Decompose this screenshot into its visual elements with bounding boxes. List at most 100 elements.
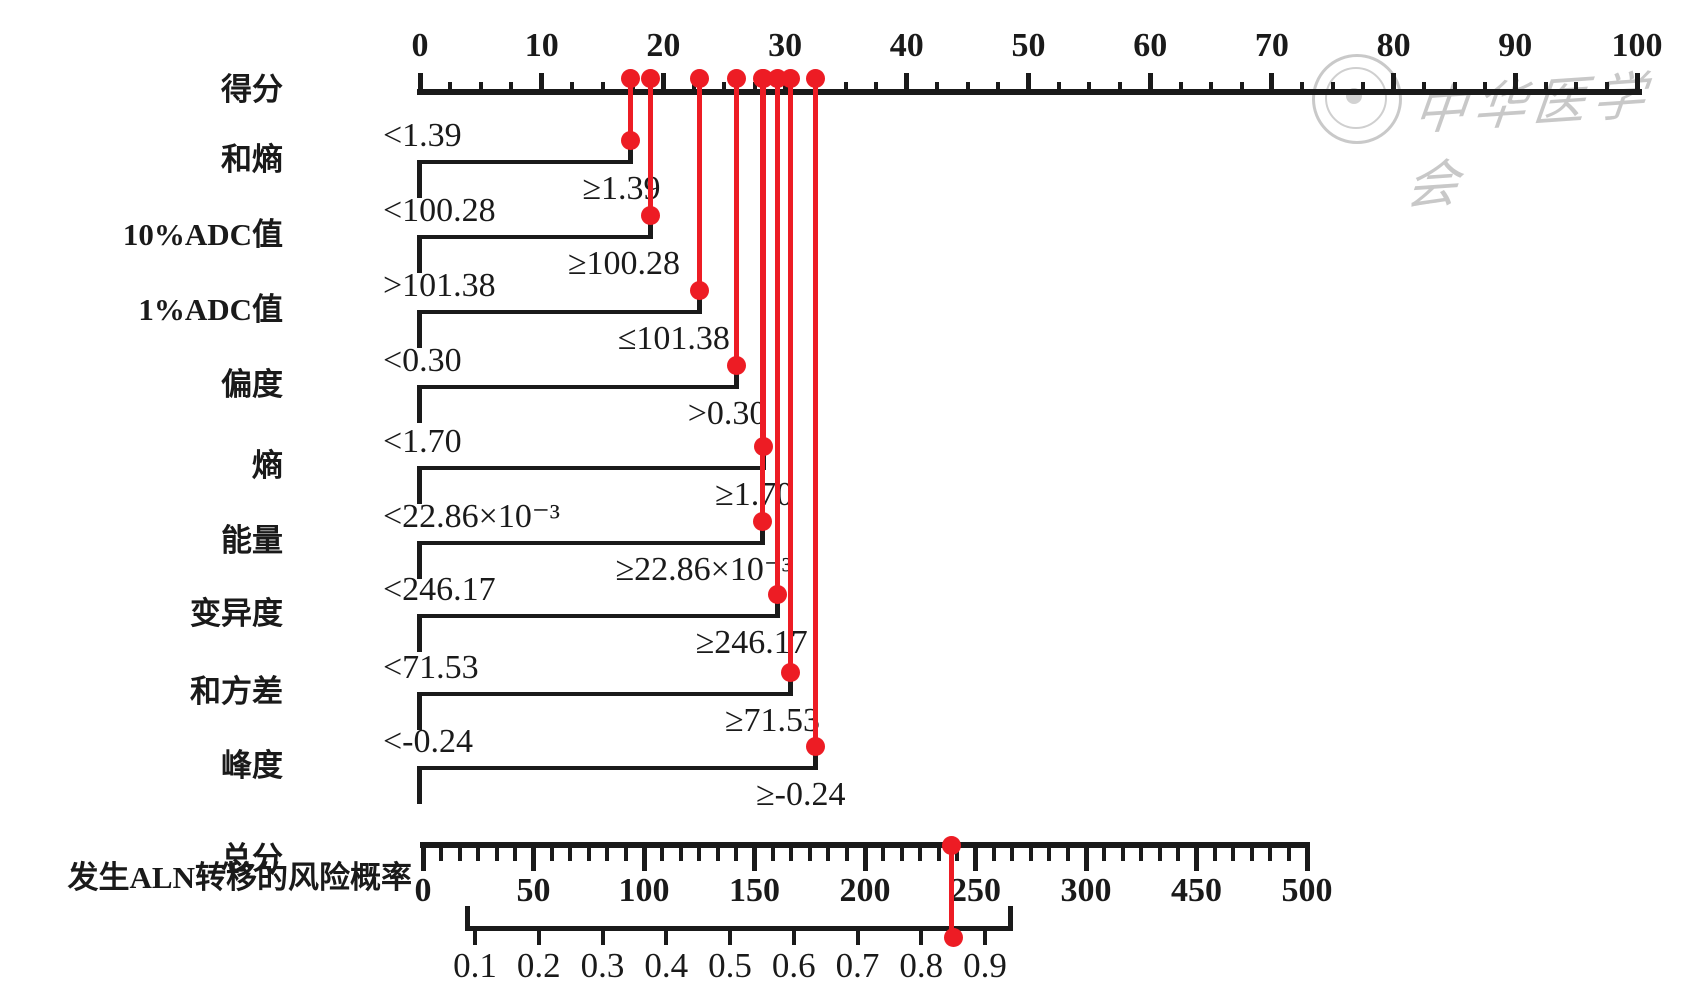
score-axis-minor-tick (1239, 82, 1244, 95)
total-axis-minor-tick (1249, 845, 1254, 861)
score-axis-major-tick (1026, 73, 1031, 95)
score-axis-major-tick (417, 73, 423, 95)
score-axis-minor-tick (600, 82, 605, 95)
score-axis-major-tick (1391, 73, 1397, 95)
score-axis-major-tick (1269, 73, 1275, 95)
probability-axis-left-end-tick (465, 906, 470, 928)
total-axis-minor-tick (807, 845, 812, 861)
total-axis-tick-label: 100 (618, 872, 670, 909)
probability-axis-tick (664, 928, 669, 945)
var-6-marker-dot-row (768, 584, 788, 604)
total-axis-minor-tick (1139, 845, 1144, 861)
total-axis-tick-label: 500 (1281, 872, 1333, 909)
score-axis-minor-tick (1482, 82, 1487, 95)
total-axis-minor-tick (936, 845, 941, 861)
total-axis-major-tick (531, 845, 536, 871)
var-2-left-tick (417, 310, 422, 348)
total-axis-minor-tick (568, 845, 573, 861)
var-7-left-tick (417, 692, 422, 730)
total-axis-minor-tick (789, 845, 794, 861)
score-axis-minor-tick (844, 82, 848, 95)
var-2-marker-dot-top (690, 68, 710, 88)
probability-axis-tick (536, 928, 541, 945)
var-0-right-tick (628, 140, 633, 164)
total-axis-minor-tick (1047, 845, 1052, 861)
var-7-right-tick (787, 672, 793, 696)
score-axis-minor-tick (1422, 82, 1426, 95)
var-4-axis-line (417, 466, 766, 470)
var-8-marker-stem (813, 78, 818, 746)
total-axis-minor-tick (881, 845, 886, 861)
score-axis-minor-tick (478, 82, 483, 95)
var-0-name: 和熵 (221, 142, 283, 177)
score-axis-tick-label: 80 (1376, 27, 1411, 64)
var-3-threshold-left: <0.30 (383, 342, 462, 379)
probability-axis-tick (919, 928, 924, 945)
var-0-marker-stem (628, 78, 633, 140)
probability-axis-tick-label: 0.5 (708, 946, 752, 985)
var-3-axis-line (417, 385, 739, 389)
total-axis-minor-tick (660, 845, 665, 861)
var-5-left-tick (417, 541, 422, 579)
var-8-threshold-left: <-0.24 (383, 723, 473, 760)
var-2-right-tick (697, 290, 703, 314)
probability-axis-tick-label: 0.3 (580, 946, 625, 985)
score-axis-minor-tick (965, 82, 970, 95)
var-2-marker-dot-row (690, 280, 710, 300)
score-axis-minor-tick (1452, 82, 1457, 95)
var-2-threshold-left: >101.38 (383, 267, 496, 304)
probability-axis-tick-label: 0.9 (963, 946, 1007, 985)
score-axis-major-tick (1147, 73, 1153, 95)
var-1-left-tick (417, 235, 422, 273)
var-4-left-tick (417, 466, 422, 504)
var-3-marker-dot-row (726, 355, 746, 375)
score-axis-minor-tick (1056, 82, 1061, 95)
var-0-threshold-right: ≥1.39 (582, 170, 661, 207)
probability-axis-tick-label: 0.2 (516, 946, 561, 985)
total-axis-minor-tick (1157, 845, 1162, 861)
probability-axis-tick (855, 928, 860, 945)
var-6-right-tick (775, 594, 781, 618)
score-axis-minor-tick (509, 82, 514, 95)
var-4-threshold-left: <1.70 (383, 423, 462, 460)
probability-axis-line (465, 925, 1013, 931)
var-1-threshold-right: ≥100.28 (567, 245, 680, 282)
score-axis-minor-tick (570, 82, 575, 95)
total-axis-minor-tick (494, 845, 499, 861)
score-axis-major-tick (1634, 73, 1640, 95)
probability-axis-tick (473, 928, 477, 945)
total-axis-minor-tick (457, 845, 462, 861)
var-7-axis-line (417, 692, 792, 696)
var-4-name: 熵 (252, 448, 283, 483)
var-6-name: 变异度 (190, 596, 283, 631)
total-axis-minor-tick (1268, 845, 1273, 861)
total-axis-major-tick (1304, 845, 1310, 871)
total-axis-minor-tick (586, 845, 591, 861)
score-axis-minor-tick (935, 82, 940, 95)
total-axis-tick-label: 150 (729, 872, 780, 909)
score-axis-tick-label: 90 (1498, 27, 1533, 64)
probability-axis-tick (983, 928, 987, 945)
var-8-threshold-right: ≥-0.24 (756, 776, 846, 813)
total-axis-title: 总分 (221, 841, 283, 876)
total-axis-tick-label: 300 (1060, 872, 1112, 909)
var-7-threshold-left: <71.53 (383, 649, 479, 686)
total-axis-minor-tick (826, 845, 831, 861)
total-axis-minor-tick (844, 845, 849, 861)
var-2-marker-stem (697, 78, 703, 290)
var-0-marker-dot-row (621, 130, 640, 150)
total-axis-minor-tick (1286, 845, 1291, 861)
score-axis-minor-tick (1117, 82, 1122, 95)
score-axis-minor-tick (996, 82, 1001, 95)
var-8-marker-dot-row (806, 736, 825, 756)
score-axis-minor-tick (631, 82, 635, 95)
total-axis-minor-tick (549, 845, 554, 861)
probability-axis-tick-label: 0.1 (453, 946, 497, 985)
var-5-axis-line (417, 541, 764, 545)
probability-axis-tick-label: 0.7 (835, 946, 880, 985)
score-axis-tick-label: 10 (524, 27, 559, 64)
total-axis-minor-tick (623, 845, 628, 861)
total-axis-minor-tick (697, 845, 702, 861)
